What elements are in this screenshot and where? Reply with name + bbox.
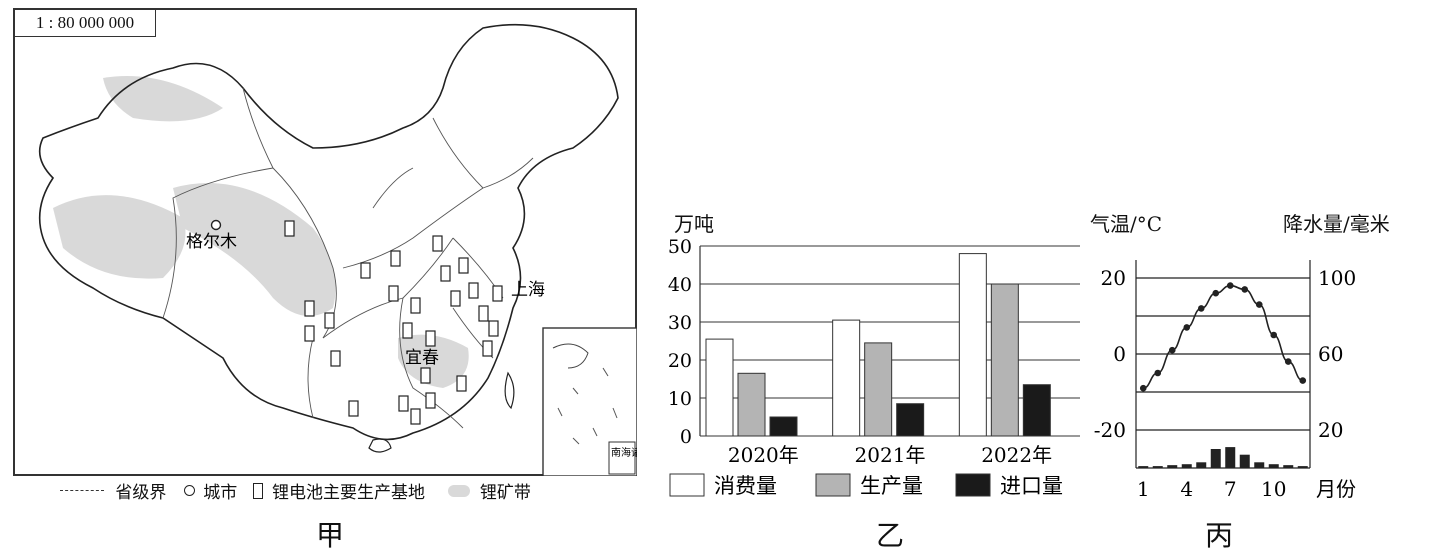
- legend-label: 进口量: [1000, 474, 1063, 498]
- battery-base-markers: [284, 220, 503, 425]
- legend-battery-base: 锂电池主要生产基地: [272, 483, 426, 503]
- legend-label: 消费量: [714, 474, 777, 498]
- temp-tick-label: 20: [1101, 266, 1126, 290]
- bar-生产量: [737, 372, 766, 437]
- legend-label: 生产量: [860, 474, 923, 498]
- hainan: [368, 438, 392, 453]
- china-outline: [38, 23, 619, 441]
- y-tick-label: 10: [668, 388, 692, 410]
- climate-chart: 20 0 -20 100 60 20 1 4 7 10 月份: [1094, 260, 1356, 501]
- lithium-belts: [53, 76, 469, 388]
- figure-label-jia: 甲: [316, 519, 345, 552]
- taiwan: [504, 371, 515, 410]
- precip-bar: [1297, 466, 1308, 468]
- map-scale: 1 : 80 000 000: [14, 9, 156, 37]
- bar-生产量: [864, 342, 893, 437]
- precip-tick-label: 20: [1318, 418, 1343, 442]
- yichun-label: 宜春: [405, 348, 439, 368]
- golmud-city-marker: [210, 219, 222, 231]
- temperature-point: [1226, 282, 1234, 289]
- temperature-point: [1270, 331, 1278, 339]
- precip-bar: [1152, 466, 1163, 468]
- precip-bar: [1196, 462, 1207, 468]
- bar-unit-label: 万吨: [674, 212, 714, 236]
- precip-axis-label: 降水量/毫米: [1283, 212, 1390, 236]
- temperature-point: [1183, 324, 1191, 331]
- legend-swatch-进口量: [955, 473, 991, 497]
- temperature-point: [1255, 301, 1263, 308]
- precip-bar: [1225, 447, 1236, 468]
- precip-bar: [1210, 449, 1221, 468]
- bar-消费量: [958, 253, 987, 437]
- month-tick-label: 7: [1224, 477, 1237, 501]
- precip-tick-label: 60: [1318, 342, 1343, 366]
- bar-进口量: [1022, 384, 1051, 437]
- x-tick-label: 2021年: [855, 443, 926, 467]
- china-map: 格尔木 上海 宜春 南海诸岛: [38, 23, 637, 476]
- lithium-belt-north: [103, 76, 223, 122]
- precip-bar: [1268, 464, 1279, 468]
- legend-swatch-消费量: [669, 473, 705, 497]
- bar-进口量: [896, 403, 925, 437]
- inset-label: 南海诸岛: [611, 446, 637, 459]
- legend-swatch-生产量: [815, 473, 851, 497]
- lithium-belt-swatch: [448, 484, 471, 497]
- temp-tick-label: 0: [1113, 342, 1126, 366]
- lithium-belt-central: [173, 183, 336, 316]
- inset-dashes: [557, 367, 618, 445]
- figure-label-yi: 乙: [876, 519, 905, 552]
- precip-bar: [1283, 465, 1294, 468]
- temp-tick-label: -20: [1094, 418, 1126, 442]
- precip-tick-label: 100: [1318, 266, 1356, 290]
- y-tick-label: 30: [668, 312, 692, 334]
- precip-bar: [1181, 464, 1192, 468]
- temperature-line: [1143, 284, 1303, 389]
- temperature-point: [1168, 346, 1176, 354]
- south-china-sea-inset: [542, 327, 637, 476]
- map-legend: 省级界 城市 锂电池主要生产基地 锂矿带: [60, 478, 531, 504]
- battery-base-icon: [252, 482, 263, 499]
- shanghai-label: 上海: [511, 280, 545, 300]
- figure-label-bing: 丙: [1205, 519, 1234, 552]
- precip-bar: [1254, 462, 1265, 468]
- bar-进口量: [769, 416, 798, 437]
- bar-消费量: [832, 319, 861, 437]
- precip-bar: [1239, 454, 1250, 468]
- temperature-point: [1299, 377, 1307, 384]
- month-tick-label: 1: [1137, 477, 1150, 501]
- temperature-point: [1284, 358, 1292, 365]
- city-circle-icon: [183, 485, 195, 496]
- temperature-point: [1154, 369, 1162, 377]
- y-tick-label: 0: [680, 426, 692, 448]
- y-tick-label: 50: [668, 236, 692, 258]
- month-tick-label: 4: [1180, 477, 1193, 501]
- lithium-belt-west: [53, 195, 186, 279]
- province-borders: [162, 87, 534, 429]
- precip-bar: [1167, 465, 1178, 468]
- legend-lithium-belt: 锂矿带: [479, 483, 531, 503]
- temp-axis-label: 气温/°C: [1090, 212, 1163, 236]
- temperature-point: [1212, 289, 1220, 297]
- golmud-label: 格尔木: [186, 232, 237, 252]
- x-tick-label: 2022年: [981, 443, 1052, 467]
- precip-bar: [1138, 466, 1149, 468]
- temperature-point: [1241, 286, 1249, 293]
- month-axis-label: 月份: [1316, 477, 1356, 501]
- x-tick-label: 2020年: [728, 443, 799, 467]
- legend-province-border: 省级界: [115, 483, 167, 503]
- bar-消费量: [705, 338, 734, 437]
- y-tick-label: 40: [668, 274, 692, 296]
- month-tick-label: 10: [1261, 477, 1286, 501]
- legend-city: 城市: [203, 483, 238, 503]
- bar-生产量: [990, 283, 1019, 437]
- temperature-point: [1139, 384, 1147, 392]
- temperature-point: [1197, 305, 1205, 312]
- province-border-swatch: [60, 490, 104, 491]
- lithium-belt-yichun: [398, 334, 469, 388]
- y-tick-label: 20: [668, 350, 692, 372]
